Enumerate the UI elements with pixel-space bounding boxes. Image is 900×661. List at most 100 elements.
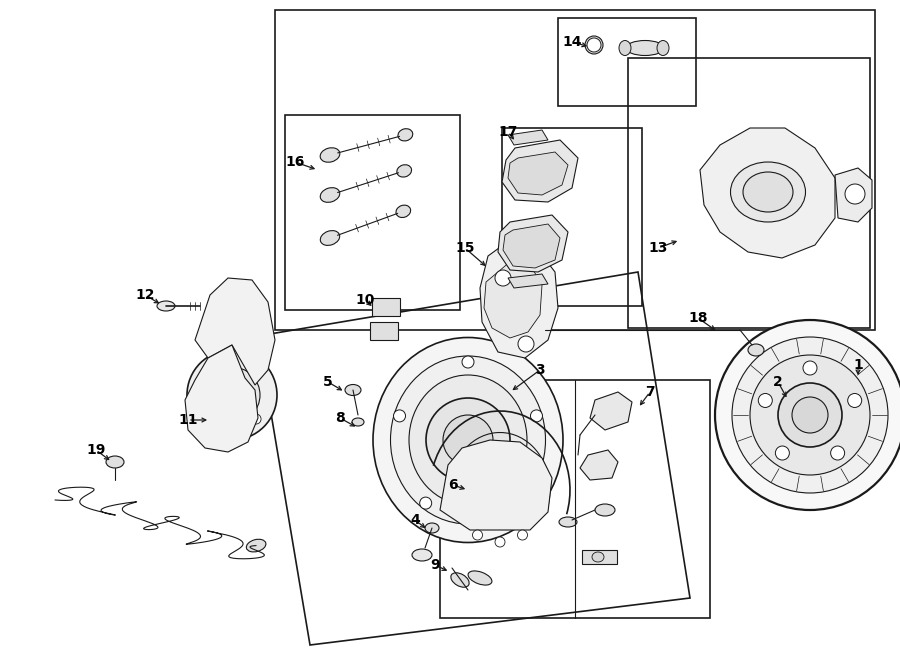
Bar bbox=[502, 128, 642, 306]
Bar bbox=[285, 115, 460, 310]
Polygon shape bbox=[835, 168, 872, 222]
Circle shape bbox=[776, 446, 789, 460]
Polygon shape bbox=[580, 450, 618, 480]
Circle shape bbox=[778, 383, 842, 447]
Circle shape bbox=[204, 367, 260, 423]
Polygon shape bbox=[590, 392, 632, 430]
Text: 5: 5 bbox=[323, 375, 333, 389]
Ellipse shape bbox=[345, 385, 361, 395]
Circle shape bbox=[218, 381, 246, 409]
Polygon shape bbox=[508, 152, 568, 195]
Ellipse shape bbox=[468, 571, 492, 585]
Circle shape bbox=[187, 350, 277, 440]
Ellipse shape bbox=[352, 418, 364, 426]
Polygon shape bbox=[503, 224, 560, 268]
Text: 8: 8 bbox=[335, 411, 345, 425]
Text: 18: 18 bbox=[688, 311, 707, 325]
Circle shape bbox=[495, 270, 511, 286]
Ellipse shape bbox=[320, 188, 340, 202]
Circle shape bbox=[732, 337, 888, 493]
Circle shape bbox=[518, 336, 534, 352]
Text: 11: 11 bbox=[178, 413, 198, 427]
Circle shape bbox=[792, 397, 828, 433]
Ellipse shape bbox=[396, 205, 410, 217]
Ellipse shape bbox=[559, 517, 577, 527]
Text: 17: 17 bbox=[499, 125, 517, 139]
Polygon shape bbox=[185, 345, 258, 452]
Text: 6: 6 bbox=[448, 478, 458, 492]
Ellipse shape bbox=[425, 523, 439, 533]
Circle shape bbox=[587, 38, 601, 52]
Ellipse shape bbox=[731, 162, 806, 222]
Polygon shape bbox=[498, 215, 568, 272]
Text: 19: 19 bbox=[86, 443, 105, 457]
Circle shape bbox=[443, 415, 493, 465]
Circle shape bbox=[530, 410, 543, 422]
Circle shape bbox=[393, 410, 406, 422]
Text: 9: 9 bbox=[430, 558, 440, 572]
Ellipse shape bbox=[247, 539, 266, 552]
Text: 13: 13 bbox=[648, 241, 668, 255]
Bar bbox=[372, 298, 400, 316]
Ellipse shape bbox=[657, 40, 669, 56]
Ellipse shape bbox=[748, 344, 764, 356]
Circle shape bbox=[518, 530, 527, 540]
Ellipse shape bbox=[106, 456, 124, 468]
Circle shape bbox=[803, 361, 817, 375]
Ellipse shape bbox=[585, 36, 603, 54]
Circle shape bbox=[462, 356, 474, 368]
Polygon shape bbox=[508, 274, 548, 288]
Circle shape bbox=[831, 446, 844, 460]
Polygon shape bbox=[480, 240, 558, 358]
Circle shape bbox=[251, 414, 261, 424]
Ellipse shape bbox=[397, 165, 411, 177]
Ellipse shape bbox=[157, 301, 175, 311]
Ellipse shape bbox=[451, 573, 469, 587]
Bar bbox=[628, 58, 870, 328]
Text: 2: 2 bbox=[773, 375, 783, 389]
Text: 15: 15 bbox=[455, 241, 475, 255]
Bar bbox=[440, 380, 710, 618]
Circle shape bbox=[715, 320, 900, 510]
Circle shape bbox=[472, 530, 482, 540]
Text: 14: 14 bbox=[562, 35, 581, 49]
Ellipse shape bbox=[626, 40, 664, 56]
Ellipse shape bbox=[592, 552, 604, 562]
Text: 4: 4 bbox=[410, 513, 420, 527]
Circle shape bbox=[504, 497, 517, 509]
Circle shape bbox=[251, 366, 261, 376]
Bar bbox=[582, 550, 617, 564]
Ellipse shape bbox=[412, 549, 432, 561]
Text: 16: 16 bbox=[285, 155, 305, 169]
Polygon shape bbox=[700, 128, 835, 258]
Text: 10: 10 bbox=[356, 293, 374, 307]
Circle shape bbox=[750, 355, 870, 475]
Polygon shape bbox=[484, 260, 542, 338]
Circle shape bbox=[203, 414, 213, 424]
Ellipse shape bbox=[409, 375, 527, 505]
Bar bbox=[370, 322, 398, 340]
Ellipse shape bbox=[320, 231, 339, 245]
Polygon shape bbox=[440, 440, 552, 530]
Circle shape bbox=[426, 398, 510, 482]
Circle shape bbox=[203, 366, 213, 376]
Bar bbox=[558, 18, 696, 106]
Polygon shape bbox=[195, 278, 275, 385]
Ellipse shape bbox=[398, 129, 413, 141]
Text: 3: 3 bbox=[536, 363, 544, 377]
Circle shape bbox=[495, 537, 505, 547]
Circle shape bbox=[845, 184, 865, 204]
Bar bbox=[275, 10, 875, 330]
Circle shape bbox=[759, 393, 772, 407]
Ellipse shape bbox=[619, 40, 631, 56]
Ellipse shape bbox=[595, 504, 615, 516]
Text: 7: 7 bbox=[645, 385, 655, 399]
Circle shape bbox=[419, 497, 432, 509]
Text: 12: 12 bbox=[135, 288, 155, 302]
Ellipse shape bbox=[391, 356, 545, 524]
Text: 1: 1 bbox=[853, 358, 863, 372]
Ellipse shape bbox=[743, 172, 793, 212]
Ellipse shape bbox=[320, 148, 340, 162]
Polygon shape bbox=[508, 130, 548, 145]
Circle shape bbox=[848, 393, 861, 407]
